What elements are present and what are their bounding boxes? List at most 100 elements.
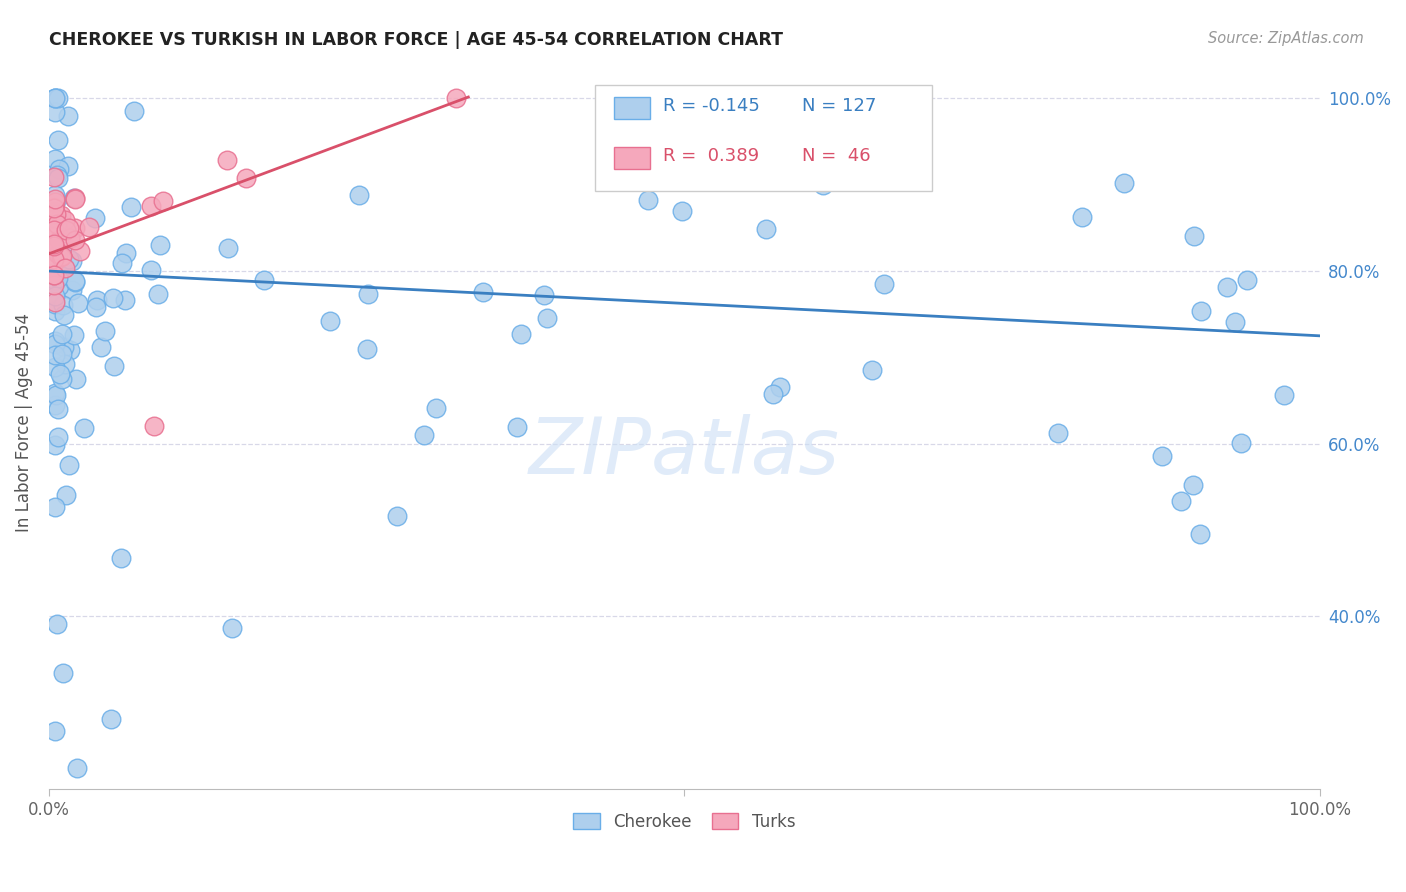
Point xyxy=(53,308,76,322)
Point xyxy=(46,170,69,185)
Point xyxy=(48,161,70,176)
Point xyxy=(44,723,66,738)
Point xyxy=(215,153,238,168)
Point xyxy=(42,170,65,185)
Point xyxy=(44,194,66,209)
Point xyxy=(52,665,75,680)
Point xyxy=(65,233,87,247)
Point xyxy=(45,220,67,235)
Point xyxy=(63,328,86,343)
Point xyxy=(66,761,89,775)
Text: R =  0.389: R = 0.389 xyxy=(662,146,759,165)
Point xyxy=(533,287,555,301)
Point xyxy=(63,191,86,205)
Point xyxy=(44,265,66,279)
Point xyxy=(42,252,65,267)
Point xyxy=(44,297,66,311)
Point xyxy=(762,387,785,401)
Point xyxy=(44,91,66,105)
Point xyxy=(120,200,142,214)
Point xyxy=(56,109,79,123)
Point xyxy=(58,458,80,473)
Point xyxy=(53,259,76,273)
Point xyxy=(44,334,66,349)
Point xyxy=(44,386,66,401)
Point xyxy=(44,304,66,318)
Point xyxy=(347,188,370,202)
Point xyxy=(46,133,69,147)
Point xyxy=(51,263,73,277)
Text: R = -0.145: R = -0.145 xyxy=(662,97,759,115)
Point xyxy=(44,105,66,120)
Point xyxy=(506,420,529,434)
Point xyxy=(83,211,105,225)
Point xyxy=(46,616,69,631)
Point xyxy=(755,222,778,236)
Point xyxy=(49,367,72,381)
Point xyxy=(55,222,77,236)
Point xyxy=(356,342,378,356)
Point xyxy=(69,244,91,259)
Point xyxy=(44,337,66,351)
Point xyxy=(58,252,80,266)
Point xyxy=(45,211,67,226)
Point xyxy=(221,621,243,635)
Point xyxy=(60,253,83,268)
Point xyxy=(51,372,73,386)
Point xyxy=(510,326,533,341)
Point xyxy=(1181,478,1204,492)
Point xyxy=(44,239,66,253)
Point xyxy=(77,220,100,235)
Point xyxy=(425,401,447,416)
Point xyxy=(412,428,434,442)
Point xyxy=(42,278,65,293)
Point xyxy=(42,201,65,215)
Point xyxy=(53,213,76,227)
Point xyxy=(42,268,65,282)
Point xyxy=(63,191,86,205)
Point xyxy=(63,192,86,206)
Point xyxy=(860,363,883,377)
Point xyxy=(44,188,66,202)
Point xyxy=(48,279,70,293)
Point xyxy=(114,293,136,307)
Point xyxy=(1150,449,1173,463)
Point xyxy=(44,398,66,412)
Point xyxy=(1274,388,1296,402)
Point xyxy=(152,194,174,209)
Point xyxy=(44,240,66,254)
Point xyxy=(46,243,69,257)
Point xyxy=(44,152,66,166)
Point xyxy=(42,204,65,219)
Point xyxy=(44,195,66,210)
Text: N = 127: N = 127 xyxy=(803,97,877,115)
Point xyxy=(1114,176,1136,190)
Point xyxy=(42,223,65,237)
Point xyxy=(59,231,82,245)
Point xyxy=(45,387,67,401)
Point xyxy=(44,437,66,451)
Point xyxy=(42,200,65,214)
Bar xyxy=(614,97,650,119)
Point xyxy=(1191,303,1213,318)
Point xyxy=(42,226,65,240)
Point xyxy=(318,313,340,327)
Point xyxy=(44,268,66,282)
Text: CHEROKEE VS TURKISH IN LABOR FORCE | AGE 45-54 CORRELATION CHART: CHEROKEE VS TURKISH IN LABOR FORCE | AGE… xyxy=(49,31,783,49)
Bar xyxy=(614,147,650,169)
Point xyxy=(51,347,73,361)
Point xyxy=(46,246,69,260)
Point xyxy=(44,211,66,225)
Y-axis label: In Labor Force | Age 45-54: In Labor Force | Age 45-54 xyxy=(15,313,32,532)
Point xyxy=(103,359,125,373)
Point xyxy=(769,380,792,394)
Point xyxy=(44,91,66,105)
Point xyxy=(59,343,82,357)
Point xyxy=(94,324,117,338)
Point xyxy=(51,249,73,263)
Point xyxy=(1170,493,1192,508)
Point xyxy=(46,401,69,416)
Point xyxy=(122,104,145,119)
Point xyxy=(139,199,162,213)
Point xyxy=(253,273,276,287)
